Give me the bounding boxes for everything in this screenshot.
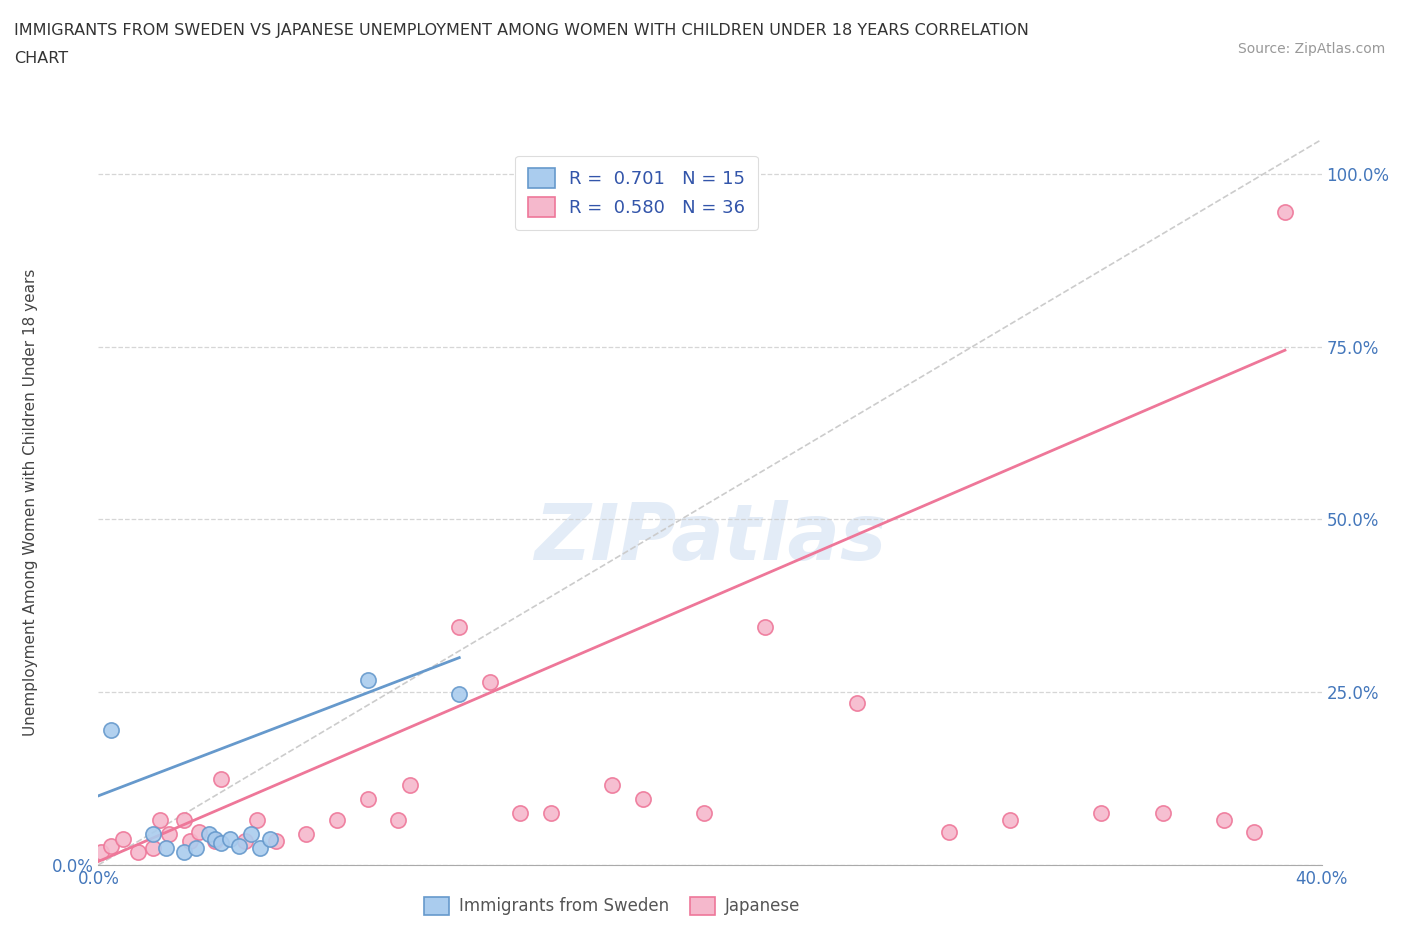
- Point: [449, 686, 471, 701]
- Text: ZIPatlas: ZIPatlas: [534, 500, 886, 577]
- Point: [326, 813, 349, 828]
- Point: [209, 835, 232, 850]
- Point: [204, 831, 226, 846]
- Point: [209, 771, 232, 786]
- Point: [155, 840, 177, 855]
- Point: [100, 723, 122, 737]
- Point: [90, 845, 112, 860]
- Point: [998, 813, 1021, 828]
- Point: [356, 672, 378, 687]
- Point: [1212, 813, 1234, 828]
- Point: [149, 813, 172, 828]
- Point: [295, 827, 318, 842]
- Point: [186, 840, 208, 855]
- Point: [399, 778, 422, 793]
- Point: [754, 619, 776, 634]
- Point: [1090, 805, 1112, 820]
- Point: [179, 833, 201, 848]
- Point: [249, 840, 271, 855]
- Point: [449, 619, 471, 634]
- Point: [127, 845, 149, 860]
- Point: [600, 778, 623, 793]
- Point: [204, 833, 226, 848]
- Text: CHART: CHART: [14, 51, 67, 66]
- Point: [173, 845, 195, 860]
- Point: [142, 840, 165, 855]
- Text: Source: ZipAtlas.com: Source: ZipAtlas.com: [1237, 42, 1385, 56]
- Point: [509, 805, 531, 820]
- Point: [631, 791, 654, 806]
- Point: [142, 827, 165, 842]
- Point: [188, 824, 211, 839]
- Point: [233, 833, 256, 848]
- Y-axis label: Unemployment Among Women with Children Under 18 years: Unemployment Among Women with Children U…: [22, 269, 38, 736]
- Point: [387, 813, 409, 828]
- Point: [228, 838, 250, 853]
- Point: [264, 833, 287, 848]
- Point: [938, 824, 960, 839]
- Point: [1243, 824, 1265, 839]
- Point: [1152, 805, 1174, 820]
- Point: [219, 831, 242, 846]
- Point: [259, 831, 281, 846]
- Point: [693, 805, 716, 820]
- Point: [173, 813, 195, 828]
- Point: [111, 831, 134, 846]
- Legend: Immigrants from Sweden, Japanese: Immigrants from Sweden, Japanese: [418, 890, 807, 922]
- Point: [197, 827, 219, 842]
- Point: [845, 695, 868, 710]
- Point: [356, 791, 378, 806]
- Point: [540, 805, 562, 820]
- Point: [478, 674, 501, 689]
- Point: [1274, 205, 1296, 219]
- Point: [157, 827, 180, 842]
- Text: IMMIGRANTS FROM SWEDEN VS JAPANESE UNEMPLOYMENT AMONG WOMEN WITH CHILDREN UNDER : IMMIGRANTS FROM SWEDEN VS JAPANESE UNEMP…: [14, 23, 1029, 38]
- Point: [100, 838, 122, 853]
- Point: [246, 813, 269, 828]
- Point: [240, 827, 263, 842]
